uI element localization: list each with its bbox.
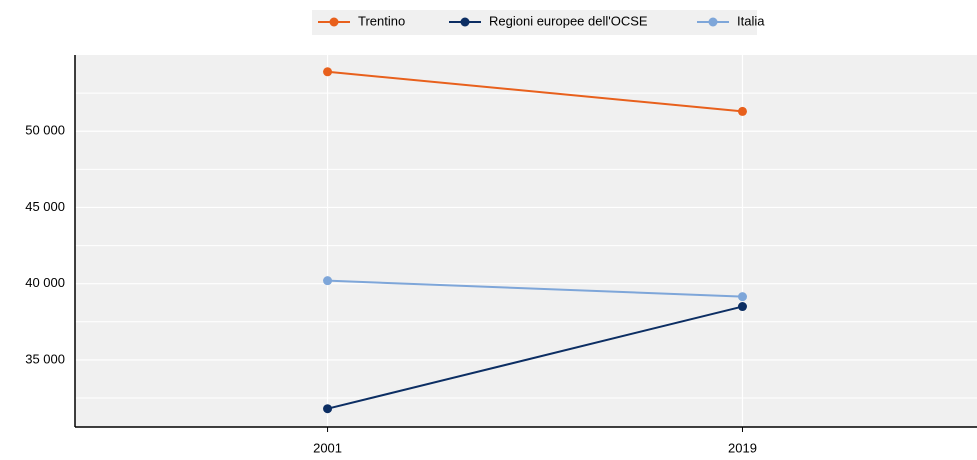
data-point bbox=[737, 302, 747, 312]
legend-label: Italia bbox=[737, 13, 765, 28]
series-line bbox=[327, 305, 743, 410]
data-point bbox=[323, 276, 333, 286]
legend-marker bbox=[329, 17, 339, 27]
data-point bbox=[737, 292, 747, 302]
legend-marker bbox=[708, 17, 718, 27]
series-line bbox=[327, 70, 743, 113]
legend-label: Trentino bbox=[358, 13, 405, 28]
x-tick-label: 2019 bbox=[728, 440, 757, 455]
y-tick-label: 50 000 bbox=[25, 123, 65, 138]
series-line bbox=[327, 279, 743, 298]
data-point bbox=[323, 67, 333, 77]
data-point bbox=[737, 106, 747, 116]
data-point bbox=[323, 404, 333, 414]
legend-marker bbox=[460, 17, 470, 27]
legend-background bbox=[312, 10, 757, 35]
y-tick-label: 45 000 bbox=[25, 199, 65, 214]
y-tick-label: 35 000 bbox=[25, 351, 65, 366]
plot-background bbox=[75, 55, 977, 427]
x-tick-label: 2001 bbox=[313, 440, 342, 455]
y-tick-label: 40 000 bbox=[25, 275, 65, 290]
legend-label: Regioni europee dell'OCSE bbox=[489, 13, 648, 28]
